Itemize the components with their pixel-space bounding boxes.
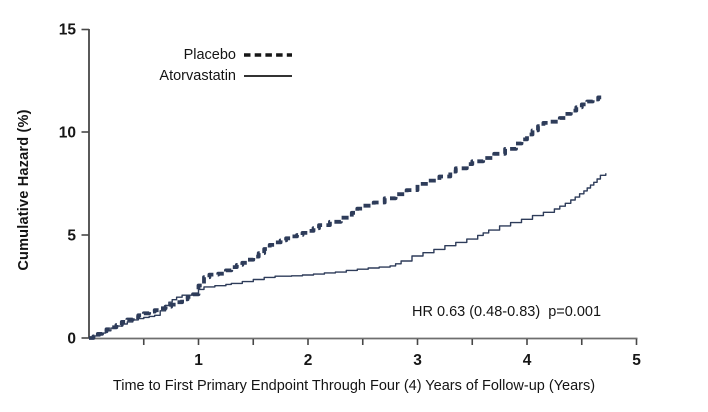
x-tick-label: 5	[632, 352, 641, 369]
y-tick-label: 0	[67, 331, 76, 348]
y-tick-label: 10	[59, 125, 76, 142]
legend-label-atorvastatin: Atorvastatin	[159, 67, 236, 84]
legend-item-atorvastatin: Atorvastatin	[120, 65, 296, 86]
placebo-curve	[89, 95, 604, 340]
x-tick-label: 2	[304, 352, 313, 369]
legend-dashed-line-sample	[244, 52, 292, 57]
x-axis-title: Time to First Primary Endpoint Through F…	[112, 378, 596, 394]
atorvastatin-curve	[89, 173, 607, 339]
legend-label-placebo: Placebo	[183, 46, 236, 63]
y-tick-label: 15	[59, 22, 77, 39]
legend-item-placebo: Placebo	[120, 44, 296, 65]
legend: Placebo Atorvastatin	[120, 44, 296, 86]
x-tick-label: 4	[523, 352, 532, 369]
y-tick-label: 5	[67, 228, 76, 245]
legend-solid-line-sample	[244, 74, 292, 77]
hr-annotation: HR 0.63 (0.48-0.83) p=0.001	[412, 304, 602, 320]
y-axis-title: Cumulative Hazard (%)	[16, 109, 32, 271]
x-tick-label: 1	[194, 352, 203, 369]
x-tick-label: 3	[413, 352, 422, 369]
